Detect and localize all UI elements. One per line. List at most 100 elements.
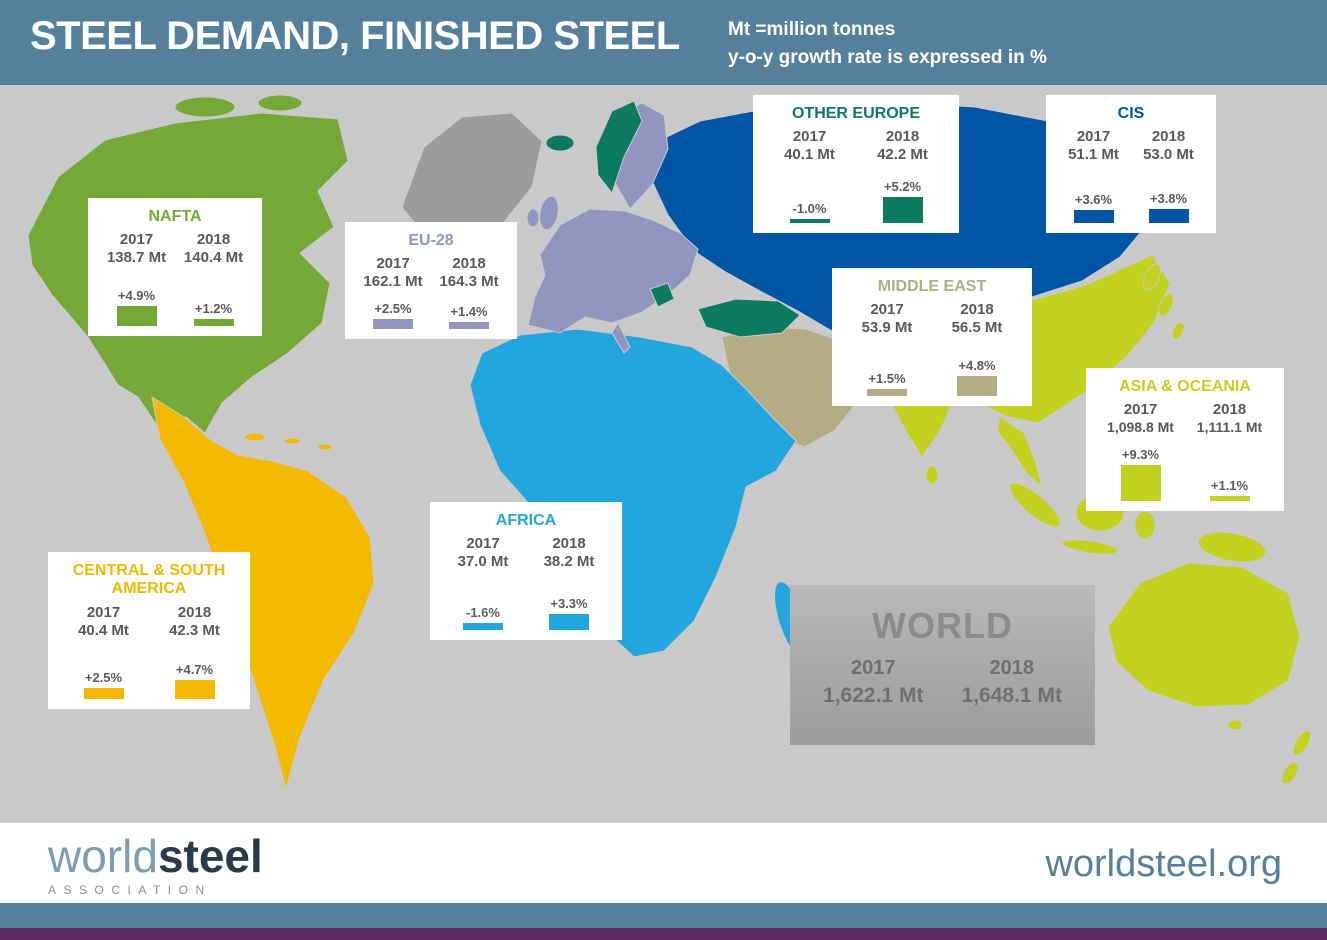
region-values: 2017 40.4 Mt 2018 42.3 Mt <box>58 604 240 639</box>
growth-label: -1.0% <box>792 201 827 217</box>
growth-label: +9.3% <box>1121 447 1160 463</box>
growth-bars: +4.9% +1.2% <box>98 274 252 327</box>
worldsteel-logo: worldsteel ASSOCIATION <box>48 831 263 897</box>
year-label: 2018 <box>989 657 1035 679</box>
year-label: 2018 <box>196 231 231 249</box>
world-card: WORLD 2017 1,622.1 Mt 2018 1,648.1 Mt <box>790 585 1095 745</box>
growth-label: +4.8% <box>958 358 996 374</box>
year-label: 2017 <box>870 301 904 319</box>
units-note-line2: y-o-y growth rate is expressed in % <box>728 46 1047 68</box>
footer: worldsteel ASSOCIATION worldsteel.org <box>0 823 1327 903</box>
year-label: 2018 <box>177 603 212 621</box>
growth-bar <box>1120 465 1161 502</box>
year-label: 2017 <box>86 603 121 621</box>
year-label: 2017 <box>119 231 154 249</box>
year-label: 2017 <box>1123 401 1158 419</box>
region-values: 2017 40.1 Mt 2018 42.2 Mt <box>763 128 949 163</box>
region-values: 2017 1,098.8 Mt 2018 1,111.1 Mt <box>1096 401 1274 435</box>
growth-bar <box>463 623 503 631</box>
region-title: NAFTA <box>148 208 202 225</box>
region-card-other-europe: OTHER EUROPE 2017 40.1 Mt 2018 42.2 Mt -… <box>753 95 959 234</box>
region-title: MIDDLE EAST <box>877 278 987 295</box>
other-europe-map-region <box>545 100 801 338</box>
growth-bar <box>1148 209 1189 224</box>
growth-label: +1.5% <box>868 371 906 387</box>
growth-bar <box>549 614 589 631</box>
demand-value: 1,111.1 Mt <box>1196 419 1263 436</box>
year-label: 2017 <box>851 657 896 679</box>
year-label: 2018 <box>1151 128 1186 146</box>
header-band: STEEL DEMAND, FINISHED STEEL Mt =million… <box>0 0 1327 85</box>
region-title: ASIA & OCEANIA <box>1119 378 1251 395</box>
region-title: CENTRAL & SOUTH AMERICA <box>72 562 226 598</box>
region-card-asia-oceania: ASIA & OCEANIA 2017 1,098.8 Mt 2018 1,11… <box>1086 368 1284 512</box>
footer-slate-band <box>0 903 1327 928</box>
growth-label: +1.2% <box>194 301 233 317</box>
growth-label: +3.3% <box>550 596 588 612</box>
region-title: AFRICA <box>495 512 557 529</box>
growth-bar <box>882 197 923 224</box>
logo-word-steel: steel <box>157 830 263 882</box>
growth-label: +4.9% <box>117 288 156 304</box>
year-label: 2018 <box>1212 401 1247 419</box>
growth-bar <box>957 376 997 397</box>
demand-value: 53.9 Mt <box>861 319 913 337</box>
logo-word-world: world <box>48 830 158 882</box>
growth-label: +5.2% <box>883 179 922 195</box>
year-label: 2017 <box>466 535 500 553</box>
demand-value: 51.1 Mt <box>1068 146 1119 164</box>
worldsteel-logo-text: worldsteel <box>48 831 263 882</box>
year-label: 2018 <box>452 255 486 273</box>
growth-bar <box>789 219 830 224</box>
demand-value: 40.4 Mt <box>78 621 129 639</box>
growth-bars: -1.6% +3.3% <box>440 578 612 631</box>
growth-bar <box>1209 496 1250 502</box>
growth-label: +3.8% <box>1149 191 1188 207</box>
demand-value: 42.2 Mt <box>877 146 928 164</box>
region-card-cis: CIS 2017 51.1 Mt 2018 53.0 Mt +3.6% +3.8… <box>1046 95 1216 234</box>
region-title: OTHER EUROPE <box>791 105 920 122</box>
demand-value: 53.0 Mt <box>1143 146 1194 164</box>
growth-bars: -1.0% +5.2% <box>763 171 949 224</box>
year-label: 2018 <box>885 128 920 146</box>
growth-bar <box>193 319 234 327</box>
year-label: 2017 <box>1076 128 1111 146</box>
region-card-middle-east: MIDDLE EAST 2017 53.9 Mt 2018 56.5 Mt +1… <box>832 268 1032 407</box>
region-values: 2017 37.0 Mt 2018 38.2 Mt <box>440 535 612 570</box>
demand-value: 1,648.1 Mt <box>961 684 1062 707</box>
region-card-nafta: NAFTA 2017 138.7 Mt 2018 140.4 Mt +4.9% … <box>88 198 262 337</box>
demand-value: 140.4 Mt <box>183 249 244 267</box>
demand-value: 38.2 Mt <box>543 553 595 571</box>
footer-purple-band <box>0 928 1327 940</box>
region-values: 2017 53.9 Mt 2018 56.5 Mt <box>842 301 1022 336</box>
demand-value: 1,098.8 Mt <box>1107 419 1174 436</box>
central-south-america-map-region <box>151 395 375 791</box>
growth-bar <box>116 306 157 327</box>
growth-label: -1.6% <box>466 605 500 621</box>
growth-bar <box>174 679 215 699</box>
region-card-central-south-america: CENTRAL & SOUTH AMERICA 2017 40.4 Mt 201… <box>48 552 250 709</box>
region-title: EU-28 <box>408 232 454 249</box>
growth-label: +3.6% <box>1074 192 1113 208</box>
region-values: 2017 138.7 Mt 2018 140.4 Mt <box>98 231 252 266</box>
growth-bars: +2.5% +1.4% <box>355 295 507 330</box>
growth-bar <box>449 322 489 330</box>
growth-label: +2.5% <box>84 669 123 685</box>
region-title: CIS <box>1117 105 1145 122</box>
region-values: 2017 162.1 Mt 2018 164.3 Mt <box>355 255 507 290</box>
region-card-eu28: EU-28 2017 162.1 Mt 2018 164.3 Mt +2.5% … <box>345 222 517 340</box>
demand-value: 37.0 Mt <box>457 553 509 571</box>
year-label: 2017 <box>792 128 827 146</box>
growth-label: +1.4% <box>450 304 488 320</box>
growth-label: +4.7% <box>175 661 214 677</box>
growth-label: +1.1% <box>1210 478 1249 494</box>
asia-oceania-map-region <box>862 254 1312 785</box>
growth-bar <box>373 319 413 330</box>
region-card-africa: AFRICA 2017 37.0 Mt 2018 38.2 Mt -1.6% +… <box>430 502 622 641</box>
year-label: 2018 <box>552 535 586 553</box>
demand-value: 42.3 Mt <box>169 621 220 639</box>
world-values: 2017 1,622.1 Mt 2018 1,648.1 Mt <box>790 657 1095 708</box>
growth-bars: +3.6% +3.8% <box>1056 171 1206 224</box>
growth-bar <box>1073 210 1114 224</box>
